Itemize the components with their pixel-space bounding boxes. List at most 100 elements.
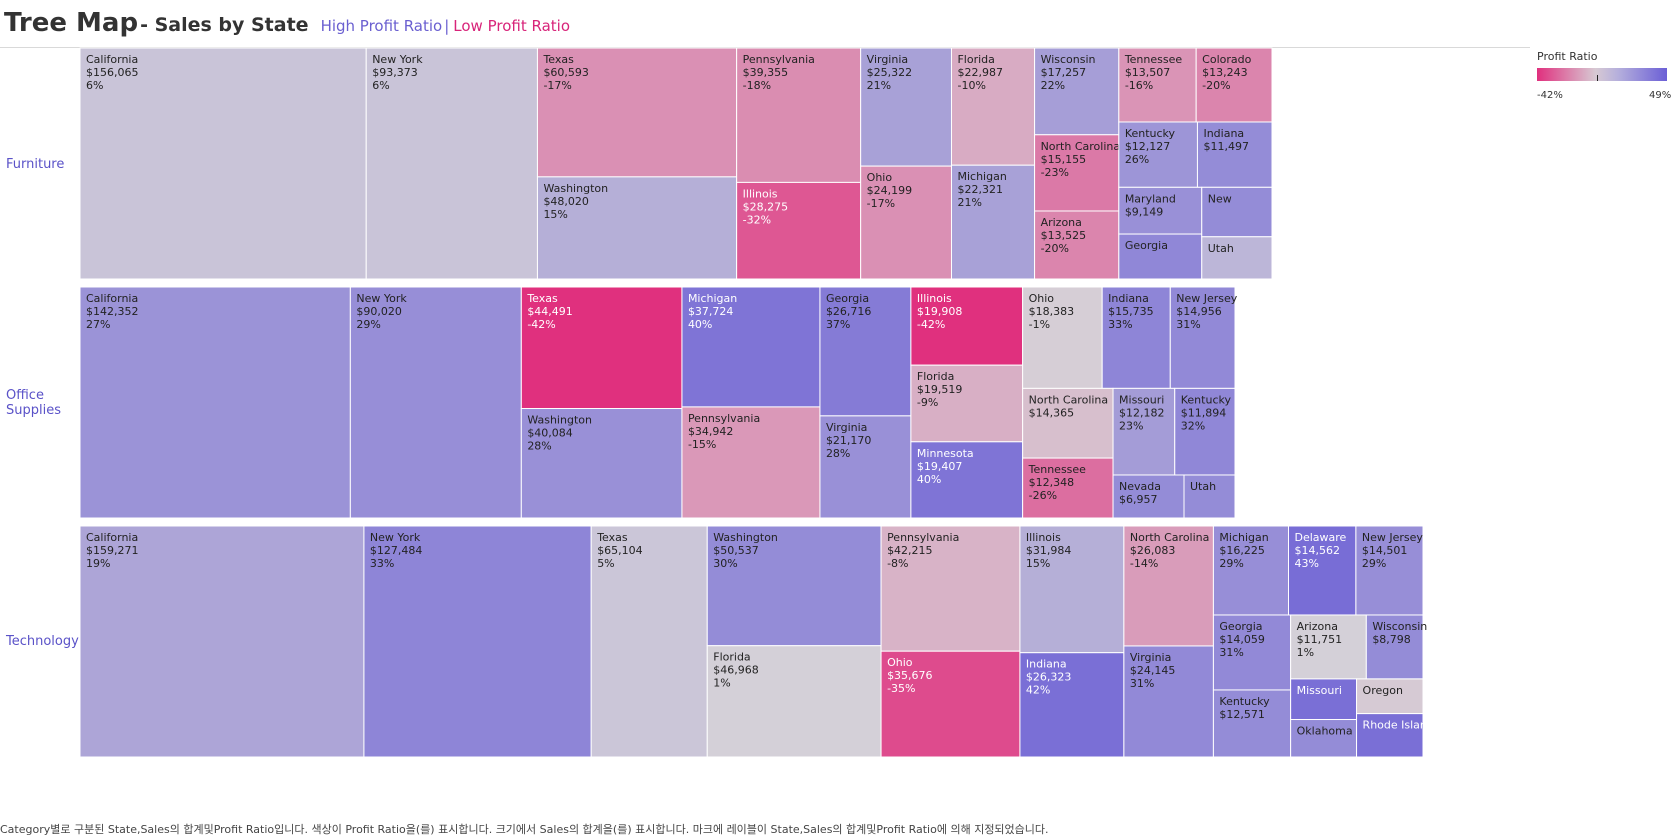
treemap-rect[interactable] <box>363 525 592 758</box>
treemap-rect[interactable] <box>860 165 952 280</box>
treemap-cell-office-supplies-pennsylvania[interactable]: Pennsylvania$34,942-15% <box>681 406 821 519</box>
treemap-rect[interactable] <box>1356 678 1424 715</box>
treemap-rect[interactable] <box>706 645 882 758</box>
treemap-rect[interactable] <box>1290 719 1358 758</box>
treemap-cell-technology-missouri[interactable]: Missouri <box>1290 678 1358 721</box>
treemap-rect[interactable] <box>910 364 1024 443</box>
treemap-rect[interactable] <box>1123 645 1214 758</box>
treemap-cell-furniture-utah[interactable]: Utah <box>1201 236 1273 280</box>
treemap-rect[interactable] <box>1201 186 1273 238</box>
treemap-rect[interactable] <box>1365 614 1424 680</box>
treemap-rect[interactable] <box>1196 121 1273 188</box>
treemap-rect[interactable] <box>1195 47 1273 123</box>
treemap-rect[interactable] <box>536 176 738 280</box>
treemap-rect[interactable] <box>1118 121 1198 188</box>
treemap-rect[interactable] <box>1288 525 1357 616</box>
treemap-rect[interactable] <box>1022 457 1114 519</box>
treemap-rect[interactable] <box>1019 525 1125 654</box>
treemap-rect[interactable] <box>1201 236 1273 280</box>
treemap-rect[interactable] <box>1019 652 1125 758</box>
treemap-cell-office-supplies-tennessee[interactable]: Tennessee$12,348-26% <box>1022 457 1114 519</box>
treemap-rect[interactable] <box>1290 614 1367 680</box>
treemap-cell-technology-pennsylvania[interactable]: Pennsylvania$42,215-8% <box>880 525 1021 652</box>
treemap-cell-furniture-maryland[interactable]: Maryland$9,149 <box>1118 186 1203 235</box>
treemap-rect[interactable] <box>1034 47 1120 136</box>
treemap-cell-furniture-illinois[interactable]: Illinois$28,275-32% <box>736 181 862 280</box>
treemap-rect[interactable] <box>79 286 351 519</box>
treemap-rect[interactable] <box>1118 47 1197 123</box>
treemap-rect[interactable] <box>520 408 683 519</box>
treemap-rect[interactable] <box>706 525 882 647</box>
treemap-cell-technology-oklahoma[interactable]: Oklahoma <box>1290 719 1358 758</box>
treemap-rect[interactable] <box>681 406 821 519</box>
treemap-cell-furniture-texas[interactable]: Texas$60,593-17% <box>536 47 738 178</box>
treemap-rect[interactable] <box>1022 286 1103 389</box>
treemap-rect[interactable] <box>880 525 1021 652</box>
treemap-cell-furniture-florida[interactable]: Florida$22,987-10% <box>950 47 1036 166</box>
treemap-rect[interactable] <box>1174 387 1236 476</box>
treemap-cell-furniture-ohio[interactable]: Ohio$24,199-17% <box>860 165 952 280</box>
treemap-rect[interactable] <box>950 164 1036 280</box>
treemap-rect[interactable] <box>1183 474 1236 519</box>
treemap-cell-office-supplies-north-carolina[interactable]: North Carolina$14,365 <box>1022 387 1114 459</box>
treemap-cell-furniture-north-carolina[interactable]: North Carolina$15,155-23% <box>1034 134 1121 212</box>
treemap-rect[interactable] <box>1118 233 1203 280</box>
treemap-cell-technology-north-carolina[interactable]: North Carolina$26,083-14% <box>1123 525 1214 647</box>
treemap-cell-furniture-georgia[interactable]: Georgia <box>1118 233 1203 280</box>
treemap-cell-furniture-arizona[interactable]: Arizona$13,525-20% <box>1034 210 1120 280</box>
treemap-cell-office-supplies-florida[interactable]: Florida$19,519-9% <box>910 364 1024 443</box>
treemap-cell-office-supplies-texas[interactable]: Texas$44,491-42% <box>520 286 683 410</box>
treemap-cell-office-supplies-nevada[interactable]: Nevada$6,957 <box>1112 474 1185 519</box>
treemap-cell-furniture-indiana[interactable]: Indiana$11,497 <box>1196 121 1273 188</box>
treemap-cell-furniture-new[interactable]: New <box>1201 186 1273 238</box>
treemap-rect[interactable] <box>1212 689 1292 758</box>
treemap-rect[interactable] <box>736 181 862 280</box>
treemap-cell-technology-kentucky[interactable]: Kentucky$12,571 <box>1212 689 1292 758</box>
treemap-cell-technology-oregon[interactable]: Oregon <box>1356 678 1424 715</box>
treemap-rect[interactable] <box>536 47 738 178</box>
treemap-rect[interactable] <box>819 415 912 519</box>
treemap-rect[interactable] <box>349 286 522 519</box>
treemap-rect[interactable] <box>736 47 862 183</box>
treemap-rect[interactable] <box>520 286 683 410</box>
treemap-cell-furniture-pennsylvania[interactable]: Pennsylvania$39,355-18% <box>736 47 862 183</box>
treemap-cell-office-supplies-illinois[interactable]: Illinois$19,908-42% <box>910 286 1024 366</box>
low-profit-link[interactable]: Low Profit Ratio <box>453 17 570 35</box>
treemap-rect[interactable] <box>1112 474 1185 519</box>
treemap-rect[interactable] <box>79 47 367 280</box>
high-profit-link[interactable]: High Profit Ratio <box>320 17 443 35</box>
treemap-rect[interactable] <box>1356 713 1424 758</box>
treemap-rect[interactable] <box>1212 525 1290 616</box>
treemap-rect[interactable] <box>1290 678 1358 721</box>
treemap-rect[interactable] <box>1118 186 1203 235</box>
treemap-rect[interactable] <box>681 286 821 408</box>
treemap-rect[interactable] <box>860 47 952 167</box>
